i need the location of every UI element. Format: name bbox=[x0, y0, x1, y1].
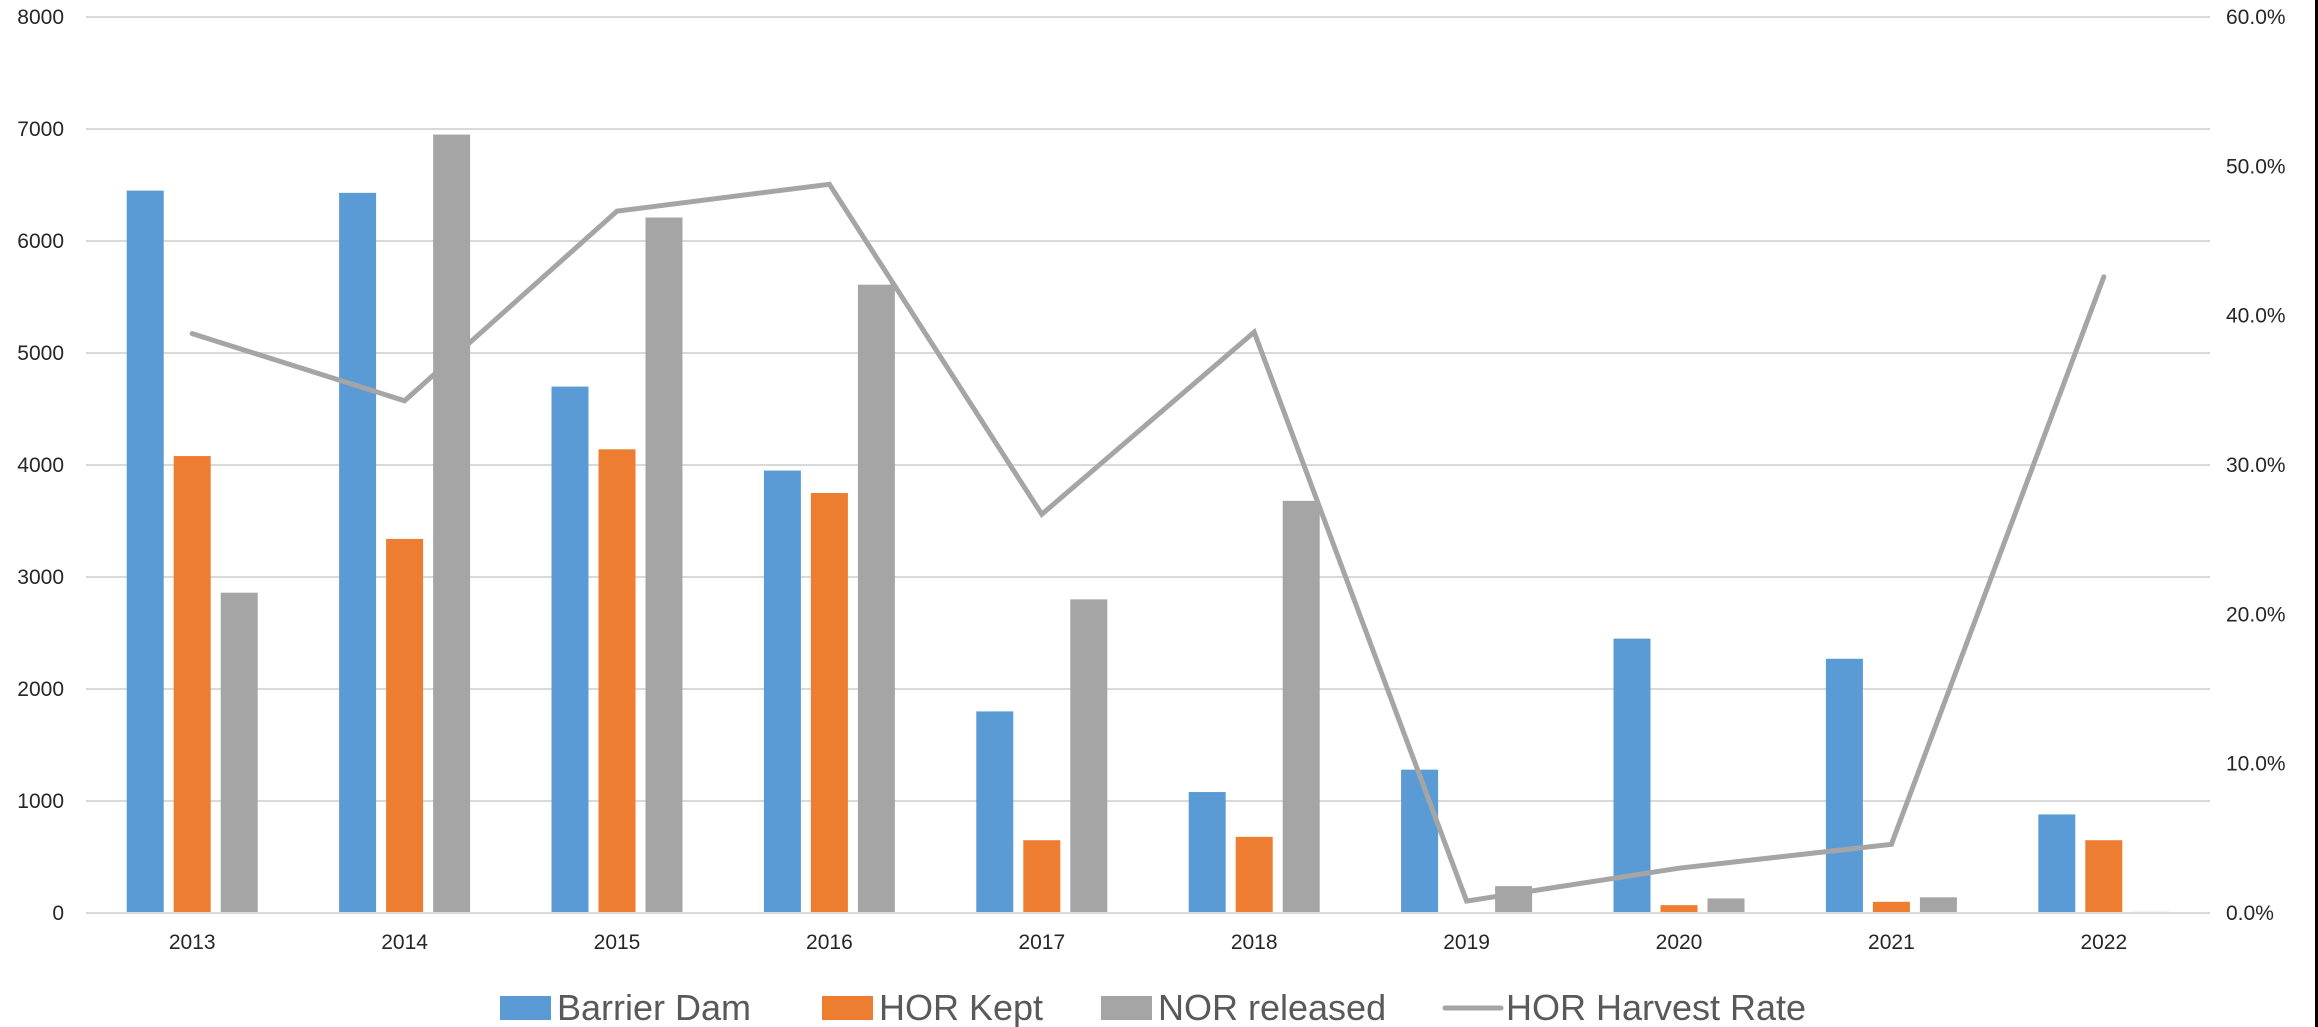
x-axis-tick-label: 2018 bbox=[1231, 931, 1278, 954]
bar bbox=[1707, 898, 1745, 913]
x-axis-tick-label: 2013 bbox=[169, 931, 216, 954]
left-axis-tick-label: 7000 bbox=[17, 118, 64, 141]
left-axis-tick-labels: 0 1000 2000 3000 4000 5000 6000 7000 8000 bbox=[17, 6, 64, 925]
chart-frame-edge bbox=[2315, 0, 2318, 1027]
bar bbox=[1613, 638, 1651, 913]
left-axis-tick-label: 0 bbox=[52, 902, 64, 925]
right-axis-tick-label: 30.0% bbox=[2226, 454, 2286, 477]
bar-series-hor-kept bbox=[173, 449, 2123, 913]
bar bbox=[126, 190, 164, 914]
bar-series-nor-released bbox=[220, 134, 2170, 914]
legend-item: Barrier Dam bbox=[500, 987, 751, 1027]
right-axis-tick-labels: 0.0% 10.0% 20.0% 30.0% 40.0% 50.0% 60.0% bbox=[2226, 6, 2286, 925]
right-axis-tick-label: 0.0% bbox=[2226, 902, 2274, 925]
bar bbox=[1660, 905, 1698, 913]
bar-series bbox=[126, 134, 2170, 914]
legend-label: HOR Harvest Rate bbox=[1506, 987, 1806, 1027]
bar bbox=[220, 592, 258, 913]
legend-swatch bbox=[822, 996, 873, 1020]
bar bbox=[763, 470, 801, 913]
line-series-hor-harvest-rate bbox=[189, 181, 2107, 904]
left-axis-tick-label: 1000 bbox=[17, 790, 64, 813]
bar bbox=[173, 456, 211, 913]
left-axis-tick-label: 2000 bbox=[17, 678, 64, 701]
right-axis-tick-label: 60.0% bbox=[2226, 6, 2286, 29]
right-axis-tick-label: 20.0% bbox=[2226, 603, 2286, 626]
bar bbox=[1235, 836, 1273, 913]
legend-label: HOR Kept bbox=[879, 987, 1043, 1027]
left-axis-tick-label: 6000 bbox=[17, 230, 64, 253]
legend-item: HOR Harvest Rate bbox=[1442, 987, 1806, 1027]
bar bbox=[433, 134, 471, 914]
x-axis-tick-label: 2014 bbox=[381, 931, 428, 954]
x-axis-tick-label: 2020 bbox=[1656, 931, 1703, 954]
left-axis-tick-label: 3000 bbox=[17, 566, 64, 589]
bar bbox=[551, 386, 589, 914]
bar bbox=[1188, 792, 1226, 913]
x-axis-tick-label: 2021 bbox=[1868, 931, 1915, 954]
bar bbox=[1023, 840, 1061, 913]
right-axis-tick-label: 40.0% bbox=[2226, 305, 2286, 328]
bar bbox=[857, 284, 895, 913]
line-series bbox=[189, 181, 2107, 904]
right-axis-tick-label: 10.0% bbox=[2226, 753, 2286, 776]
bar bbox=[2085, 840, 2123, 913]
left-axis-tick-label: 8000 bbox=[17, 6, 64, 29]
legend-item: HOR Kept bbox=[822, 987, 1043, 1027]
bar bbox=[598, 449, 636, 913]
bar bbox=[1919, 897, 1957, 913]
x-axis-tick-label: 2017 bbox=[1018, 931, 1065, 954]
bar bbox=[1401, 769, 1439, 913]
legend-item: NOR released bbox=[1101, 987, 1386, 1027]
legend: Barrier Dam HOR Kept NOR released HOR Harve… bbox=[500, 987, 1806, 1027]
bar bbox=[1825, 658, 1863, 913]
bar bbox=[339, 192, 377, 914]
left-axis-tick-label: 4000 bbox=[17, 454, 64, 477]
right-axis-tick-label: 50.0% bbox=[2226, 155, 2286, 178]
bar bbox=[645, 217, 683, 914]
legend-label: Barrier Dam bbox=[557, 987, 751, 1027]
bar bbox=[386, 538, 424, 913]
legend-swatch bbox=[1101, 996, 1152, 1020]
bar bbox=[976, 711, 1014, 913]
legend-swatch bbox=[500, 996, 551, 1020]
bar bbox=[810, 493, 848, 913]
bar bbox=[2038, 814, 2076, 913]
x-axis-tick-labels: 2013 2014 2015 2016 2017 2018 2019 2020 2021 2022 bbox=[169, 931, 2127, 954]
bar bbox=[1282, 500, 1320, 913]
bar-series-barrier-dam bbox=[126, 190, 2076, 914]
x-axis-tick-label: 2015 bbox=[594, 931, 641, 954]
bar bbox=[1872, 901, 1910, 913]
legend-label: NOR released bbox=[1158, 987, 1386, 1027]
x-axis-tick-label: 2022 bbox=[2080, 931, 2127, 954]
x-axis-tick-label: 2019 bbox=[1443, 931, 1490, 954]
x-axis-tick-label: 2016 bbox=[806, 931, 853, 954]
bar bbox=[1070, 599, 1108, 913]
left-axis-tick-label: 5000 bbox=[17, 342, 64, 365]
